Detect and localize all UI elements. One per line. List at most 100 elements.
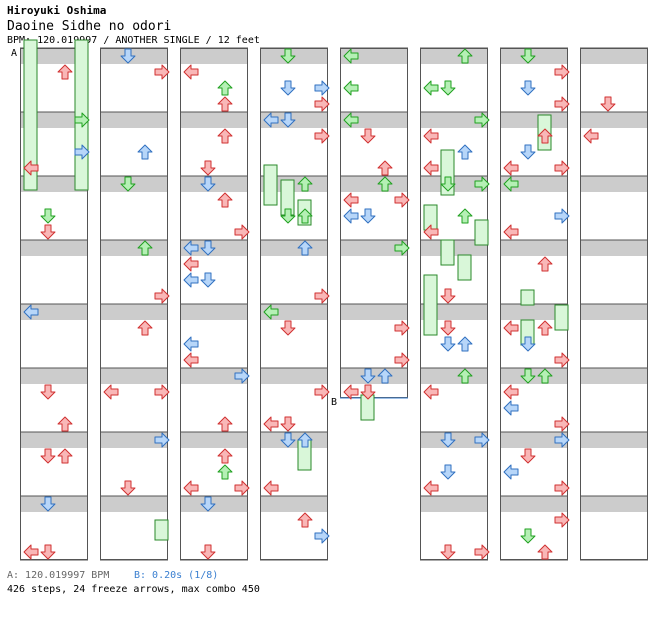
- left-arrow-icon: [343, 208, 359, 224]
- right-arrow-icon: [474, 176, 490, 192]
- down-arrow-icon: [520, 368, 536, 384]
- down-arrow-icon: [520, 80, 536, 96]
- down-arrow-icon: [520, 528, 536, 544]
- up-arrow-icon: [297, 176, 313, 192]
- left-arrow-icon: [423, 160, 439, 176]
- down-arrow-icon: [360, 368, 376, 384]
- up-arrow-icon: [217, 448, 233, 464]
- left-arrow-icon: [583, 128, 599, 144]
- up-arrow-icon: [217, 192, 233, 208]
- left-arrow-icon: [263, 304, 279, 320]
- right-arrow-icon: [234, 224, 250, 240]
- right-arrow-icon: [554, 64, 570, 80]
- up-arrow-icon: [217, 80, 233, 96]
- right-arrow-icon: [154, 432, 170, 448]
- down-arrow-icon: [120, 480, 136, 496]
- left-arrow-icon: [183, 64, 199, 80]
- down-arrow-icon: [200, 240, 216, 256]
- up-arrow-icon: [297, 240, 313, 256]
- right-arrow-icon: [394, 320, 410, 336]
- right-arrow-icon: [314, 528, 330, 544]
- bpm-a-legend: A: 120.019997 BPM: [7, 570, 110, 581]
- right-arrow-icon: [554, 160, 570, 176]
- freeze-arrow: [474, 219, 489, 246]
- chart-column: [340, 47, 408, 398]
- up-arrow-icon: [217, 464, 233, 480]
- left-arrow-icon: [343, 112, 359, 128]
- song-title: Daoine Sidhe no odori: [7, 19, 172, 34]
- right-arrow-icon: [474, 544, 490, 560]
- left-arrow-icon: [423, 384, 439, 400]
- down-arrow-icon: [280, 432, 296, 448]
- down-arrow-icon: [440, 464, 456, 480]
- right-arrow-icon: [154, 288, 170, 304]
- down-arrow-icon: [120, 48, 136, 64]
- left-arrow-icon: [423, 480, 439, 496]
- right-arrow-icon: [234, 368, 250, 384]
- right-arrow-icon: [554, 208, 570, 224]
- up-arrow-icon: [57, 448, 73, 464]
- down-arrow-icon: [440, 544, 456, 560]
- up-arrow-icon: [377, 176, 393, 192]
- right-arrow-icon: [474, 112, 490, 128]
- chart-column: [100, 47, 168, 561]
- up-arrow-icon: [537, 320, 553, 336]
- up-arrow-icon: [137, 240, 153, 256]
- right-arrow-icon: [314, 128, 330, 144]
- left-arrow-icon: [343, 48, 359, 64]
- up-arrow-icon: [537, 256, 553, 272]
- up-arrow-icon: [457, 144, 473, 160]
- down-arrow-icon: [280, 416, 296, 432]
- left-arrow-icon: [503, 176, 519, 192]
- right-arrow-icon: [554, 480, 570, 496]
- up-arrow-icon: [457, 368, 473, 384]
- down-arrow-icon: [520, 48, 536, 64]
- up-arrow-icon: [457, 208, 473, 224]
- freeze-arrow: [23, 39, 38, 191]
- left-arrow-icon: [263, 112, 279, 128]
- artist-name: Hiroyuki Oshima: [7, 4, 107, 17]
- freeze-arrow: [440, 239, 455, 266]
- right-arrow-icon: [314, 80, 330, 96]
- left-arrow-icon: [503, 384, 519, 400]
- chart-column: [580, 47, 648, 561]
- left-arrow-icon: [103, 384, 119, 400]
- right-arrow-icon: [234, 480, 250, 496]
- down-arrow-icon: [40, 496, 56, 512]
- right-arrow-icon: [314, 384, 330, 400]
- right-arrow-icon: [554, 96, 570, 112]
- left-arrow-icon: [343, 192, 359, 208]
- left-arrow-icon: [263, 480, 279, 496]
- up-arrow-icon: [537, 544, 553, 560]
- up-arrow-icon: [217, 96, 233, 112]
- down-arrow-icon: [40, 224, 56, 240]
- right-arrow-icon: [154, 384, 170, 400]
- up-arrow-icon: [57, 64, 73, 80]
- right-arrow-icon: [394, 192, 410, 208]
- left-arrow-icon: [503, 224, 519, 240]
- freeze-arrow: [554, 304, 569, 331]
- right-arrow-icon: [394, 240, 410, 256]
- down-arrow-icon: [280, 80, 296, 96]
- up-arrow-icon: [297, 432, 313, 448]
- chart-column: [180, 47, 248, 561]
- up-arrow-icon: [57, 416, 73, 432]
- left-arrow-icon: [423, 80, 439, 96]
- down-arrow-icon: [40, 384, 56, 400]
- marker-a: A: [11, 48, 18, 59]
- up-arrow-icon: [297, 512, 313, 528]
- down-arrow-icon: [440, 432, 456, 448]
- down-arrow-icon: [40, 448, 56, 464]
- down-arrow-icon: [280, 208, 296, 224]
- up-arrow-icon: [217, 128, 233, 144]
- right-arrow-icon: [314, 288, 330, 304]
- down-arrow-icon: [200, 272, 216, 288]
- up-arrow-icon: [137, 144, 153, 160]
- freeze-arrow: [154, 519, 169, 541]
- down-arrow-icon: [120, 176, 136, 192]
- freeze-arrow: [423, 274, 438, 336]
- right-arrow-icon: [554, 416, 570, 432]
- right-arrow-icon: [554, 432, 570, 448]
- left-arrow-icon: [183, 352, 199, 368]
- right-arrow-icon: [554, 512, 570, 528]
